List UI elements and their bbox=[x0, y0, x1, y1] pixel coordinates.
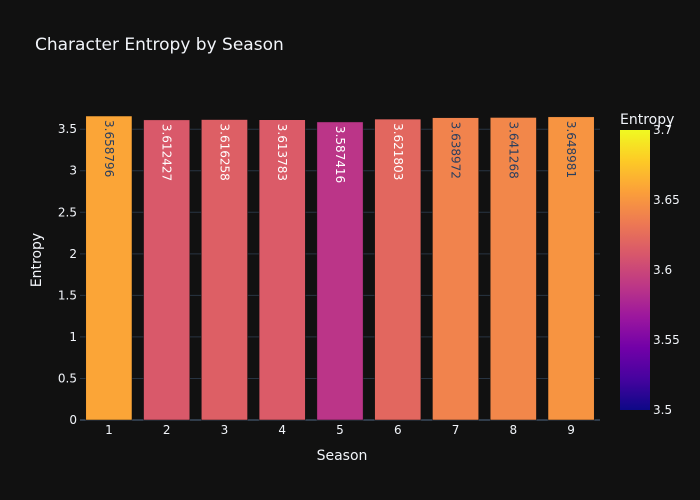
bar-value-label: 3.613783 bbox=[275, 124, 289, 181]
x-tick-label: 3 bbox=[221, 423, 229, 437]
bar-season-7 bbox=[432, 117, 479, 421]
y-tick-label: 0 bbox=[69, 413, 77, 427]
x-tick-label: 8 bbox=[510, 423, 518, 437]
bar-season-2 bbox=[143, 119, 191, 421]
x-tick-label: 5 bbox=[336, 423, 344, 437]
x-tick-label: 6 bbox=[394, 423, 402, 437]
y-tick-label: 1.5 bbox=[58, 288, 77, 302]
bar-value-label: 3.641268 bbox=[506, 121, 520, 178]
colorbar-tick-label: 3.65 bbox=[653, 193, 680, 207]
y-tick-label: 3 bbox=[69, 164, 77, 178]
bar-season-5 bbox=[316, 121, 364, 421]
bar-value-label: 3.638972 bbox=[449, 122, 463, 179]
bar-value-label: 3.616258 bbox=[217, 124, 231, 181]
x-axis-ticks: 1 2 3 4 5 6 7 8 9 bbox=[105, 423, 575, 437]
bar-value-label: 3.587416 bbox=[333, 126, 347, 183]
bar-season-9 bbox=[547, 116, 595, 421]
colorbar-tick-label: 3.6 bbox=[653, 263, 672, 277]
y-tick-label: 2 bbox=[69, 247, 77, 261]
y-tick-label: 0.5 bbox=[58, 371, 77, 385]
x-tick-label: 1 bbox=[105, 423, 113, 437]
colorbar-tick-label: 3.55 bbox=[653, 333, 680, 347]
y-axis-label: Entropy bbox=[29, 233, 45, 287]
bar-value-label: 3.621803 bbox=[391, 123, 405, 180]
bar-value-labels: 3.658796 3.612427 3.616258 3.613783 3.587416… bbox=[102, 120, 578, 183]
bar-season-1 bbox=[85, 115, 133, 421]
colorbar-tick-label: 3.7 bbox=[653, 123, 672, 137]
colorbar-title: Entropy bbox=[620, 112, 674, 128]
x-tick-label: 4 bbox=[278, 423, 286, 437]
y-axis-ticks: 0 0.5 1 1.5 2 2.5 3 3.5 bbox=[58, 122, 77, 427]
y-tick-label: 3.5 bbox=[58, 122, 77, 136]
bar-value-label: 3.658796 bbox=[102, 120, 116, 177]
bar-value-label: 3.612427 bbox=[160, 124, 174, 181]
y-tick-label: 2.5 bbox=[58, 205, 77, 219]
x-tick-label: 9 bbox=[567, 423, 575, 437]
x-tick-label: 7 bbox=[452, 423, 460, 437]
bar-season-6 bbox=[374, 118, 422, 421]
colorbar-ticks: 3.5 3.55 3.6 3.65 3.7 bbox=[653, 123, 680, 417]
bars bbox=[85, 115, 595, 421]
x-axis-label: Season bbox=[317, 448, 368, 464]
bar-season-3 bbox=[201, 119, 248, 421]
colorbar: Entropy 3.5 3.55 3.6 3.65 3.7 bbox=[620, 112, 680, 417]
x-tick-label: 2 bbox=[163, 423, 171, 437]
y-tick-label: 1 bbox=[69, 330, 77, 344]
bar-season-8 bbox=[489, 117, 537, 421]
bar-value-label: 3.648981 bbox=[564, 121, 578, 178]
chart-title: Character Entropy by Season bbox=[35, 35, 284, 55]
bar-season-4 bbox=[258, 119, 306, 421]
colorbar-gradient bbox=[620, 130, 650, 410]
colorbar-tick-label: 3.5 bbox=[653, 403, 672, 417]
